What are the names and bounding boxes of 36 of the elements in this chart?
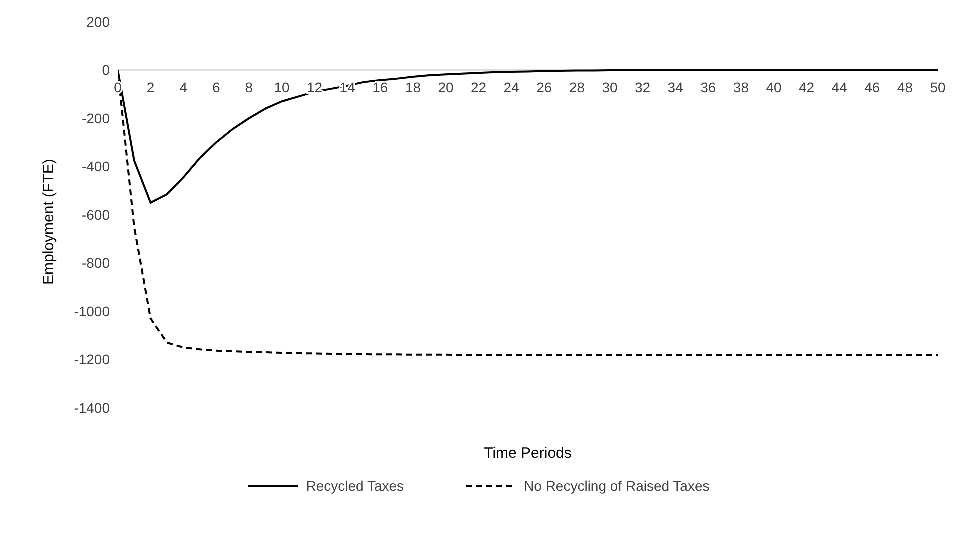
x-tick-label: 42 (799, 79, 815, 96)
x-tick-label: 36 (700, 79, 716, 96)
x-tick-label: 34 (668, 79, 684, 96)
x-tick-label: 16 (372, 79, 388, 96)
x-tick-label: 44 (832, 79, 848, 96)
x-tick-label: 38 (733, 79, 750, 96)
x-tick-label: 48 (897, 79, 914, 96)
x-tick-label: 28 (569, 79, 586, 96)
y-tick-label: 200 (86, 14, 110, 30)
x-tick-label: 4 (180, 79, 188, 96)
y-tick-label: -1400 (74, 400, 110, 416)
legend-label: No Recycling of Raised Taxes (523, 478, 710, 494)
x-tick-label: 2 (146, 79, 155, 96)
x-tick-label: 46 (864, 79, 880, 96)
legend-label: Recycled Taxes (305, 478, 404, 494)
x-axis-title: Time Periods (484, 445, 572, 462)
x-tick-label: 20 (438, 79, 454, 96)
y-tick-label: -800 (82, 255, 110, 272)
x-tick-label: 6 (212, 79, 220, 96)
x-tick-label: 50 (930, 79, 946, 96)
x-tick-label: 30 (602, 79, 618, 96)
y-axis-title: Employment (FTE) (40, 159, 58, 285)
x-tick-label: 8 (245, 79, 254, 96)
y-tick-label: -1200 (74, 352, 110, 368)
x-tick-label: 24 (504, 79, 520, 96)
x-tick-label: 32 (635, 79, 651, 96)
y-tick-label: 0 (102, 62, 110, 78)
x-tick-label: 22 (471, 79, 487, 96)
y-tick-label: -1000 (74, 303, 110, 320)
x-tick-label: 10 (274, 79, 290, 96)
x-tick-label: 26 (536, 79, 552, 96)
y-tick-label: -400 (82, 158, 110, 175)
x-tick-label: 18 (405, 79, 422, 96)
x-tick-label: 40 (766, 79, 782, 96)
y-tick-label: -600 (82, 206, 110, 223)
y-tick-label: -200 (82, 110, 110, 126)
